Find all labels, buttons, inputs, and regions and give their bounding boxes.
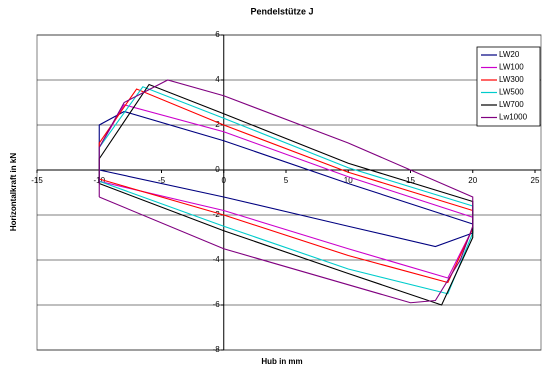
y-tick-label: -6 <box>213 300 221 309</box>
y-tick-label: -4 <box>213 255 221 264</box>
x-tick-label: 20 <box>468 176 477 185</box>
legend-label: Lw1000 <box>499 113 528 122</box>
x-tick-label: 10 <box>344 176 353 185</box>
legend-box <box>476 46 541 127</box>
x-axis-label: Hub in mm <box>261 357 302 366</box>
legend-label: LW300 <box>499 75 524 84</box>
legend-label: LW500 <box>499 88 524 97</box>
legend: LW20 LW100 LW300 LW500 LW700 Lw1000 <box>476 46 541 127</box>
legend-label: LW700 <box>499 100 524 109</box>
x-tick-label: 25 <box>531 176 540 185</box>
y-axis-label: Horizontalkraft in kN <box>9 153 18 231</box>
legend-label: LW100 <box>499 63 524 72</box>
y-tick-label: 2 <box>215 120 220 129</box>
x-tick-label: 5 <box>284 176 289 185</box>
x-tick-label: 15 <box>406 176 415 185</box>
y-tick-label: -2 <box>213 210 221 219</box>
y-tick-label: 6 <box>215 30 220 39</box>
series-line <box>98 79 474 304</box>
x-tick-label: -5 <box>158 176 166 185</box>
chart-title: Pendelstütze J <box>250 6 313 16</box>
legend-label: LW20 <box>499 50 520 59</box>
x-tick-label: -15 <box>31 176 43 185</box>
y-tick-label: -8 <box>213 345 221 354</box>
y-tick-label: 4 <box>215 75 220 84</box>
